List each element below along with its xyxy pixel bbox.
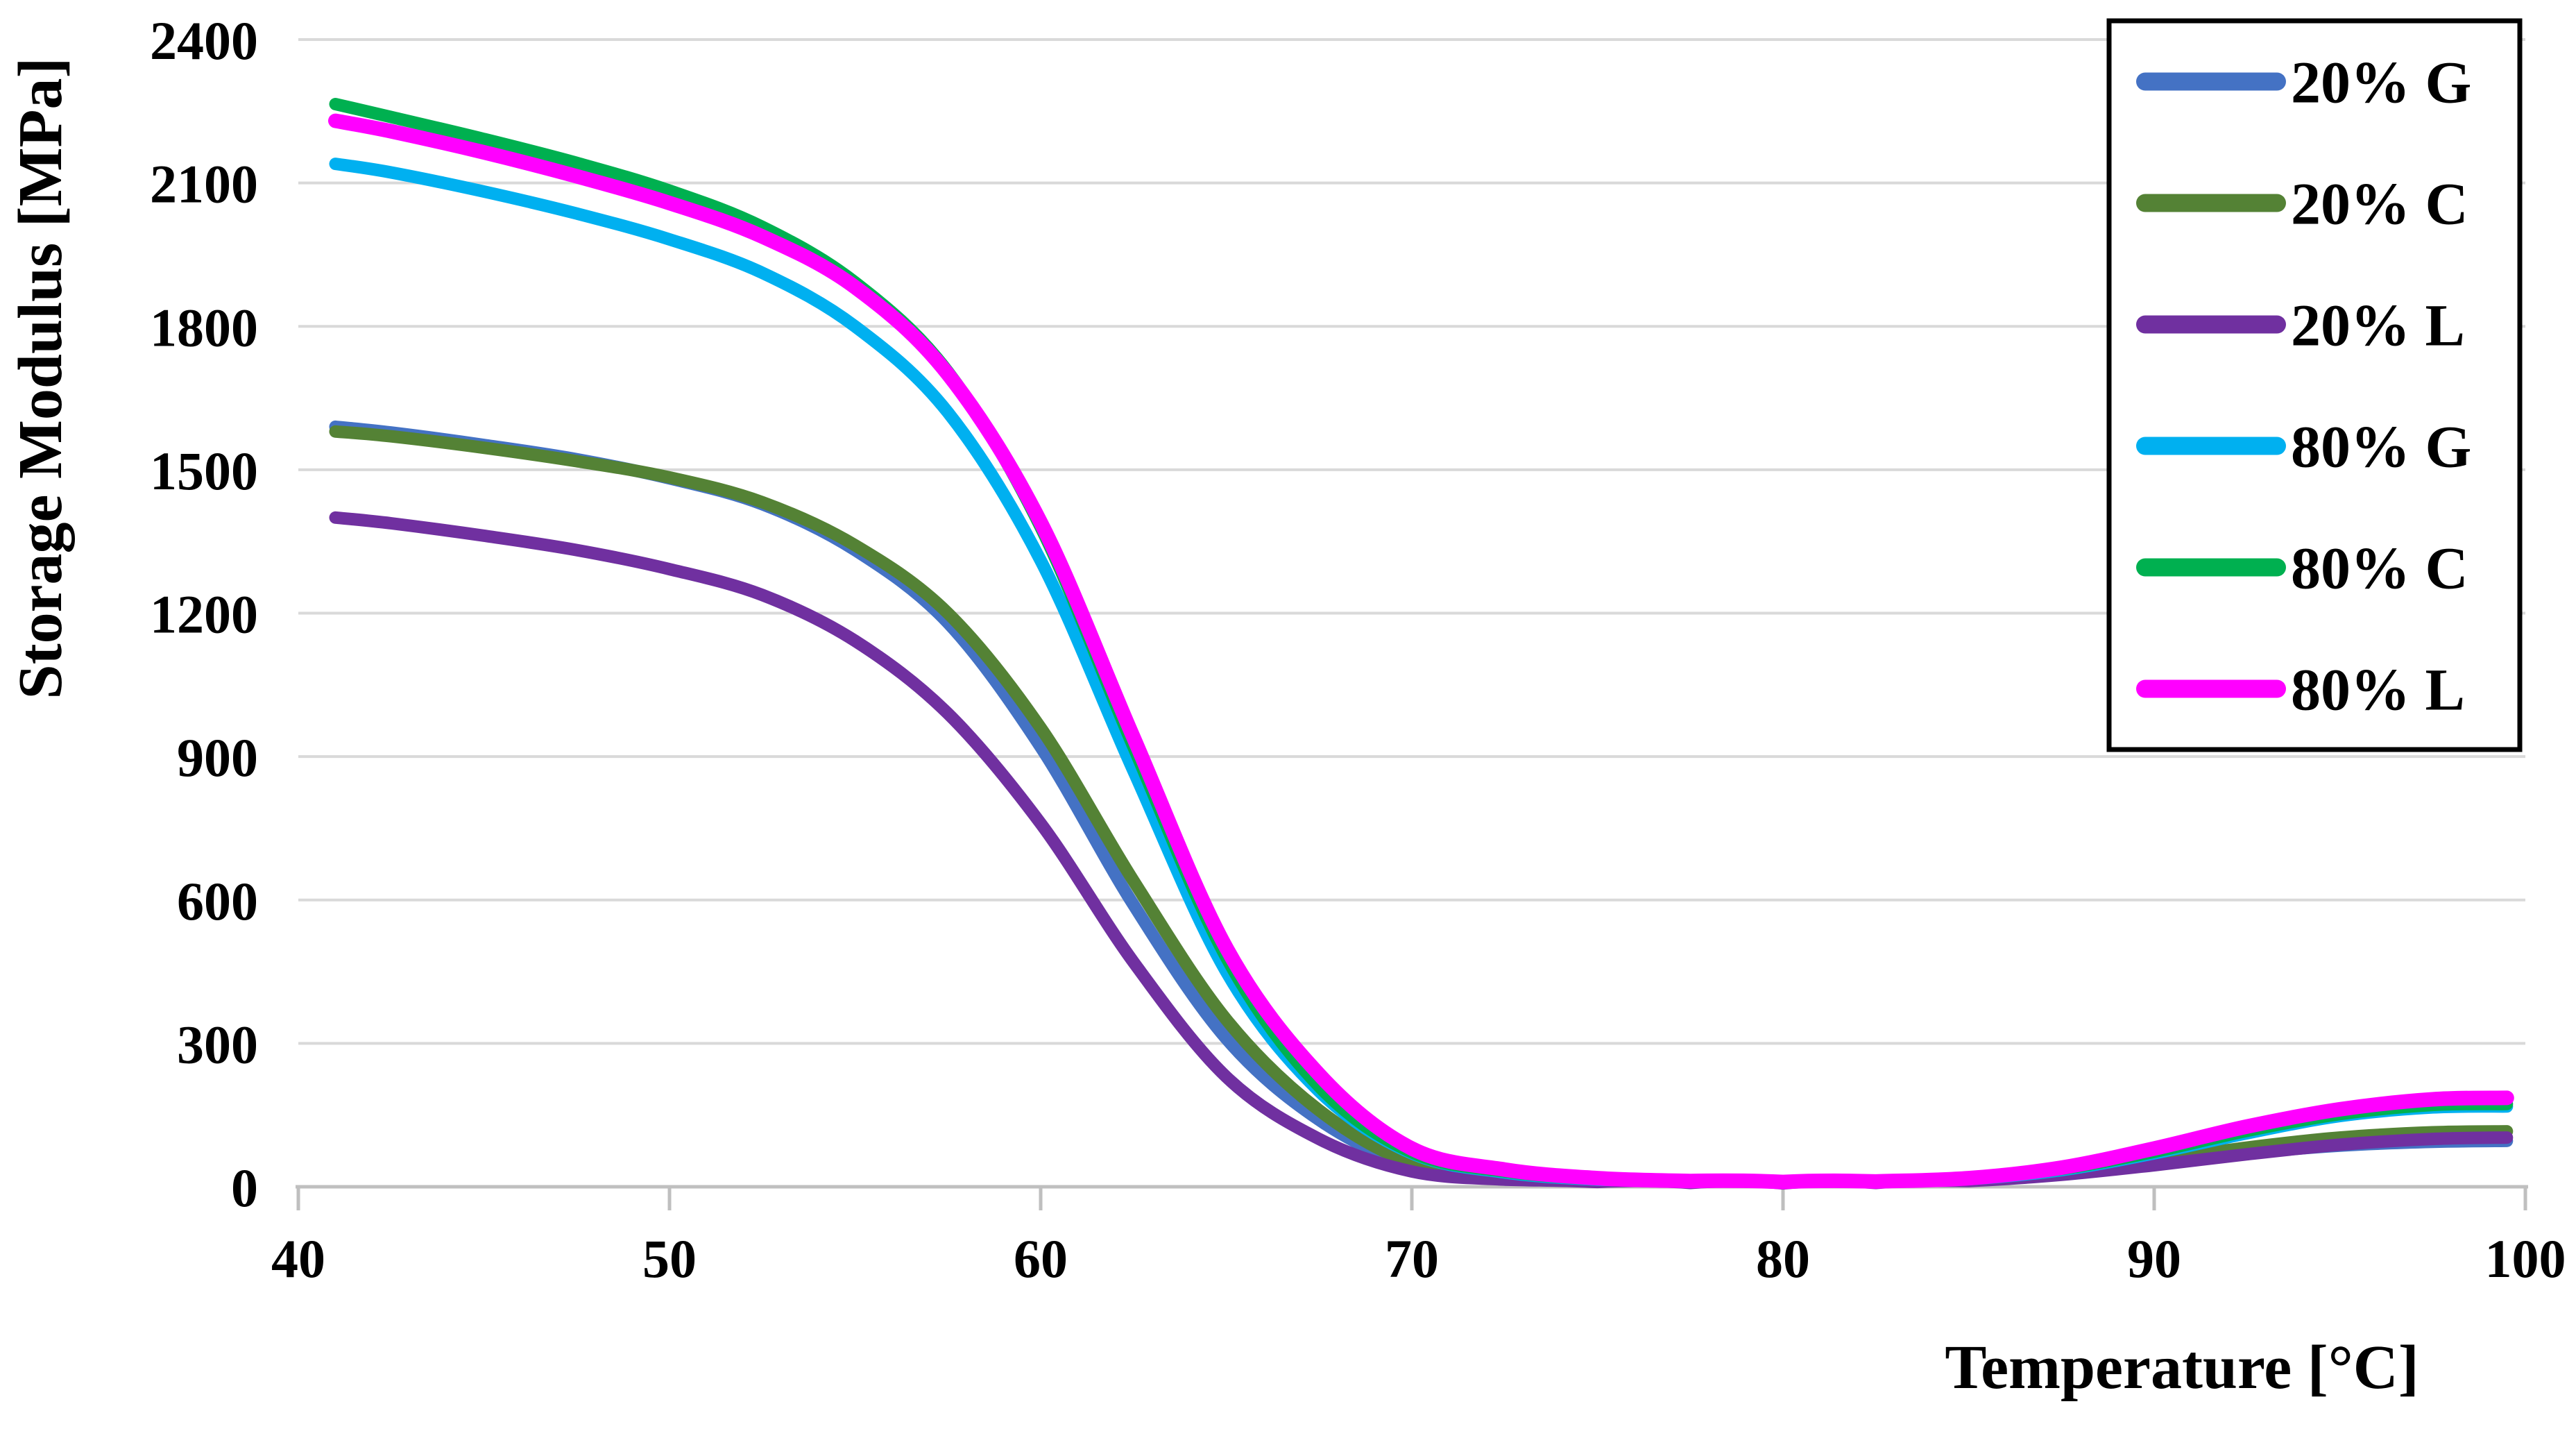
y-tick-label-900: 900 bbox=[177, 727, 258, 788]
x-tick-label-40: 40 bbox=[271, 1228, 325, 1289]
y-tick-label-1500: 1500 bbox=[150, 441, 258, 501]
legend-entry-80-c: 80% C bbox=[2136, 535, 2468, 602]
x-tick-label-100: 100 bbox=[2485, 1228, 2566, 1289]
legend-entry-20-g: 20% G bbox=[2136, 49, 2471, 116]
series-curves bbox=[328, 98, 2514, 1190]
y-tick-label-2400: 2400 bbox=[150, 10, 258, 71]
legend-label-80-g: 80% G bbox=[2291, 414, 2471, 480]
x-tick-label-70: 70 bbox=[1385, 1228, 1439, 1289]
y-tick-label-600: 600 bbox=[177, 871, 258, 931]
x-tick-label-50: 50 bbox=[642, 1228, 697, 1289]
series-line-20-l bbox=[329, 511, 2514, 1190]
y-tick-label-1800: 1800 bbox=[150, 297, 258, 357]
y-tick-label-300: 300 bbox=[177, 1014, 258, 1074]
tick-labels: 0 300 600 900 1200 1500 1800 2100 2400 40 50 60 70 80… bbox=[150, 10, 2566, 1289]
legend-entry-20-c: 20% C bbox=[2136, 171, 2468, 237]
legend-label-20-c: 20% C bbox=[2291, 171, 2468, 237]
x-tick-label-60: 60 bbox=[1014, 1228, 1068, 1289]
y-tick-label-0: 0 bbox=[231, 1158, 258, 1218]
y-tick-label-2100: 2100 bbox=[150, 154, 258, 214]
x-axis-title: Temperature [°C] bbox=[1945, 1333, 2419, 1402]
legend-entry-20-l: 20% L bbox=[2136, 292, 2465, 359]
y-axis-title: Storage Modulus [MPa] bbox=[6, 58, 75, 700]
axes bbox=[296, 1185, 2528, 1210]
series-line-80-l bbox=[328, 113, 2514, 1190]
x-tick-label-90: 90 bbox=[2127, 1228, 2181, 1289]
legend-label-20-g: 20% G bbox=[2291, 49, 2471, 116]
y-tick-label-1200: 1200 bbox=[150, 584, 258, 645]
legend-label-20-l: 20% L bbox=[2291, 292, 2465, 359]
legend-entry-80-l: 80% L bbox=[2136, 657, 2465, 723]
legend-entry-80-g: 80% G bbox=[2136, 414, 2471, 480]
x-tick-label-80: 80 bbox=[1756, 1228, 1810, 1289]
legend-box bbox=[2106, 18, 2523, 752]
legend-label-80-c: 80% C bbox=[2291, 535, 2468, 602]
legend-label-80-l: 80% L bbox=[2291, 657, 2465, 723]
gridlines bbox=[298, 38, 2525, 1045]
legend: 20% G 20% C 20% L 80% G 80% C 80% L bbox=[2106, 18, 2523, 752]
